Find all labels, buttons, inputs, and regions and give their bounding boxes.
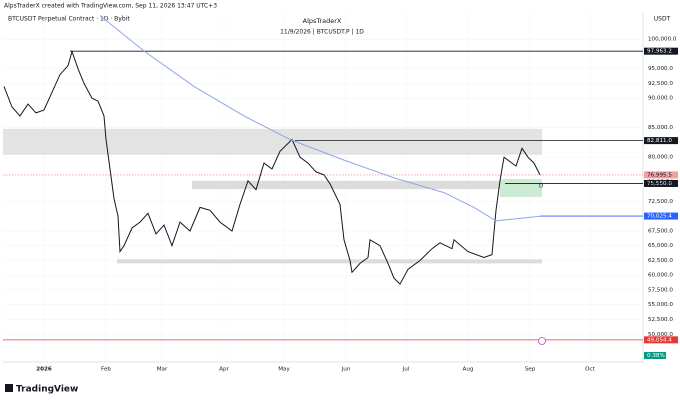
badge: 0.38% — [647, 353, 665, 359]
zone — [500, 179, 542, 198]
x-tick-label: Jul — [402, 367, 410, 373]
price-tag-label: 97,963.2 — [647, 49, 672, 55]
price-tag-label: 70,025.4 — [647, 214, 672, 220]
y-tick-label: 100,000.0 — [648, 37, 677, 43]
brand: TradingView — [16, 385, 78, 395]
price-tag — [644, 336, 678, 344]
x-tick-label: Oct — [585, 367, 595, 373]
x-tick-label: 2026 — [36, 367, 52, 373]
chart-title: AlpsTraderX — [303, 17, 342, 25]
plot — [3, 12, 643, 362]
marker: D — [539, 184, 543, 190]
x-tick-label: Apr — [219, 367, 229, 373]
price-tag — [644, 212, 678, 220]
y-tick-label: 80,000.0 — [648, 155, 673, 161]
x-tick-label: Feb — [101, 367, 111, 373]
price-tag — [644, 137, 678, 145]
y-tick-label: 65,000.0 — [648, 243, 673, 249]
y-tick-label: 60,000.0 — [648, 273, 673, 279]
chart-subtitle: 11/9/2026 | BTCUSDT.P | 1D — [280, 29, 364, 36]
zone — [192, 180, 542, 190]
badge-bg — [644, 352, 666, 359]
price-tag-label: 49,054.4 — [647, 337, 672, 343]
y-tick-label: 50,000.0 — [648, 332, 673, 338]
y-tick-label: 67,500.0 — [648, 228, 673, 234]
x-tick-label: Mar — [157, 367, 168, 373]
y-tick-label: 55,000.0 — [648, 302, 673, 308]
y-tick-label: 62,500.0 — [648, 258, 673, 264]
unit: USDT — [654, 16, 671, 23]
event-icon — [538, 337, 546, 345]
countdown: 19:12:34 — [648, 179, 674, 185]
zone — [3, 128, 542, 155]
price-tag — [644, 171, 678, 179]
y-tick-label: 85,000.0 — [648, 125, 673, 131]
symbol-label: BTCUSDT Perpetual Contract · 1D · Bybit — [8, 16, 130, 23]
x-tick-label: Aug — [463, 367, 474, 373]
y-tick-label: 52,500.0 — [648, 317, 673, 323]
x-tick-label: May — [278, 367, 290, 373]
zone — [117, 259, 542, 264]
y-tick-label: 57,500.0 — [648, 287, 673, 293]
price-line — [3, 49, 541, 285]
header: AlpsTraderX created with TradingView.com… — [4, 3, 217, 10]
price-tag — [644, 179, 678, 187]
price-tag-label: 75,550.0 — [647, 181, 672, 187]
logo: TradingView — [5, 384, 78, 395]
price-tag-label: 76,995.5 — [647, 172, 672, 178]
price-tag — [644, 47, 678, 55]
y-tick-label: 92,500.0 — [648, 81, 673, 87]
price-line — [99, 15, 541, 222]
y-tick-label: 72,500.0 — [648, 199, 673, 205]
y-tick-label: 95,000.0 — [648, 66, 673, 72]
y-tick-label: 90,000.0 — [648, 96, 673, 102]
price-tag-label: 82,811.0 — [647, 138, 672, 144]
x-tick-label: Sep — [525, 367, 536, 373]
x-tick-label: Jun — [341, 367, 351, 373]
